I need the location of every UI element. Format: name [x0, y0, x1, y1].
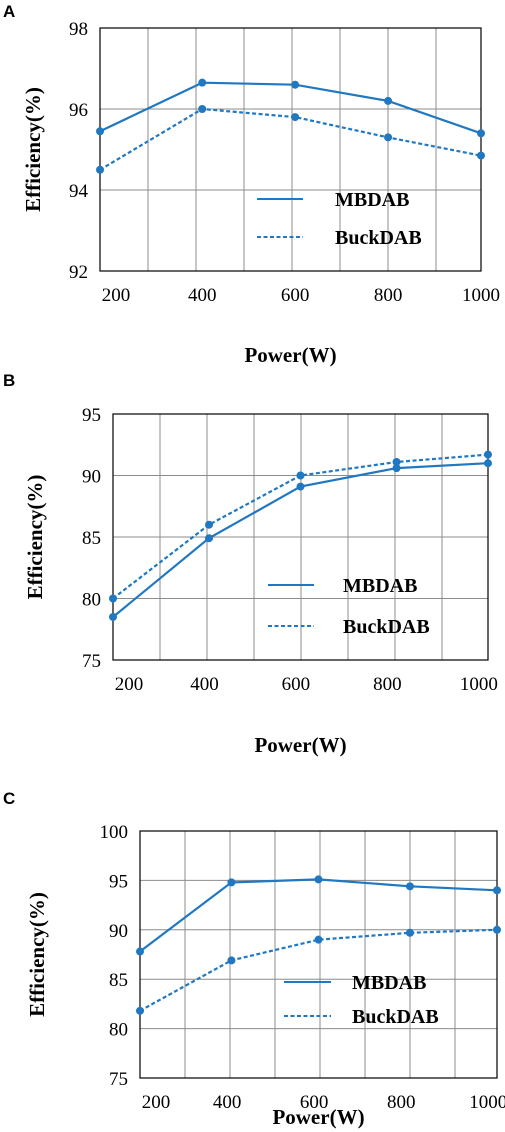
data-point [109, 612, 117, 621]
x-tick-label: 600 [281, 285, 310, 306]
plot-frame [112, 413, 489, 661]
data-point [198, 105, 207, 113]
series-buckdab [136, 925, 501, 1015]
series-mbdab [96, 78, 485, 138]
data-point [136, 1006, 144, 1015]
y-tick-label: 94 [69, 181, 89, 202]
legend-label-buckdab: BuckDAB [335, 227, 422, 249]
legend-label-mbdab: MBDAB [343, 575, 417, 597]
x-tick-label: 400 [188, 285, 217, 306]
data-point [296, 471, 305, 480]
series-line-buckdab [99, 107, 482, 171]
data-point [493, 886, 501, 895]
y-tick-label: 95 [82, 405, 101, 426]
data-point [477, 151, 485, 160]
y-tick-label: 80 [82, 590, 101, 611]
series-buckdab [96, 105, 485, 174]
y-tick-label: 92 [69, 262, 88, 283]
data-point [314, 875, 323, 884]
x-tick-label: 800 [387, 1092, 416, 1113]
y-axis-title: Efficiency(%) [21, 87, 45, 212]
y-tick-label: 90 [82, 467, 101, 488]
x-tick-label: 400 [190, 674, 219, 695]
y-tick-label: 100 [100, 822, 129, 843]
data-point [392, 464, 401, 473]
x-tick-label: 800 [374, 285, 403, 306]
x-tick-label: 200 [115, 674, 144, 695]
data-point [477, 129, 485, 138]
y-tick-label: 98 [69, 19, 88, 40]
data-point [484, 459, 492, 468]
y-tick-label: 95 [109, 871, 128, 892]
plot-frame [139, 830, 498, 1079]
data-point [291, 113, 300, 122]
data-point [96, 127, 104, 136]
data-point [405, 928, 414, 937]
x-tick-label: 600 [282, 674, 311, 695]
x-tick-label: 800 [373, 674, 402, 695]
legend-label-buckdab: BuckDAB [352, 1006, 439, 1028]
series-mbdab [136, 875, 501, 956]
series-line-mbdab [99, 81, 482, 135]
data-point [205, 520, 214, 529]
chart-panel-a: A 92 94 96 98 200 400 600 800 1000 Power(W) Efficie… [3, 2, 500, 367]
x-tick-label: 1000 [469, 1092, 505, 1113]
data-point [314, 935, 323, 944]
data-point [405, 882, 414, 891]
series-mbdab [109, 459, 492, 621]
data-point [109, 594, 117, 603]
x-tick-label: 600 [300, 1092, 329, 1113]
plot-frame [99, 27, 482, 272]
y-tick-label: 85 [109, 970, 128, 991]
x-tick-label: 400 [213, 1092, 242, 1113]
data-point [96, 165, 104, 174]
y-tick-label: 75 [82, 651, 101, 672]
data-point [392, 457, 401, 466]
data-point [484, 450, 492, 459]
chart-panel-c: C 75 80 85 90 95 100 200 400 600 800 1000 Power(W) Ef… [3, 789, 505, 1129]
data-point [205, 534, 214, 543]
legend-label-buckdab: BuckDAB [343, 616, 430, 638]
data-point [384, 96, 393, 105]
x-tick-label: 200 [142, 1092, 171, 1113]
y-axis-title: Efficiency(%) [25, 892, 49, 1017]
x-axis-title: Power(W) [272, 1105, 364, 1129]
legend-label-mbdab: MBDAB [352, 972, 426, 994]
x-axis-title: Power(W) [244, 343, 336, 367]
data-point [296, 482, 305, 491]
y-axis-title: Efficiency(%) [23, 475, 47, 600]
y-tick-label: 85 [82, 528, 101, 549]
series-buckdab [109, 450, 492, 603]
y-tick-label: 80 [109, 1020, 128, 1041]
x-axis-title: Power(W) [254, 733, 346, 757]
data-point [227, 878, 236, 887]
x-tick-label: 1000 [460, 674, 498, 695]
chart-panel-b: B 75 80 85 90 95 200 400 600 800 1000 Power(W) Effic… [3, 371, 498, 757]
x-tick-label: 200 [102, 285, 131, 306]
panel-letter: A [3, 2, 15, 21]
data-point [227, 956, 236, 965]
legend-label-mbdab: MBDAB [335, 189, 409, 211]
x-tick-label: 1000 [462, 285, 500, 306]
data-point [198, 78, 207, 87]
data-point [136, 947, 144, 956]
y-tick-label: 75 [109, 1069, 128, 1090]
y-tick-label: 96 [69, 100, 88, 121]
panel-letter: B [3, 371, 15, 390]
y-tick-label: 90 [109, 921, 128, 942]
data-point [493, 925, 501, 934]
data-point [384, 133, 393, 142]
data-point [291, 80, 300, 89]
panel-letter: C [3, 789, 15, 808]
series-line-buckdab [139, 928, 498, 1012]
